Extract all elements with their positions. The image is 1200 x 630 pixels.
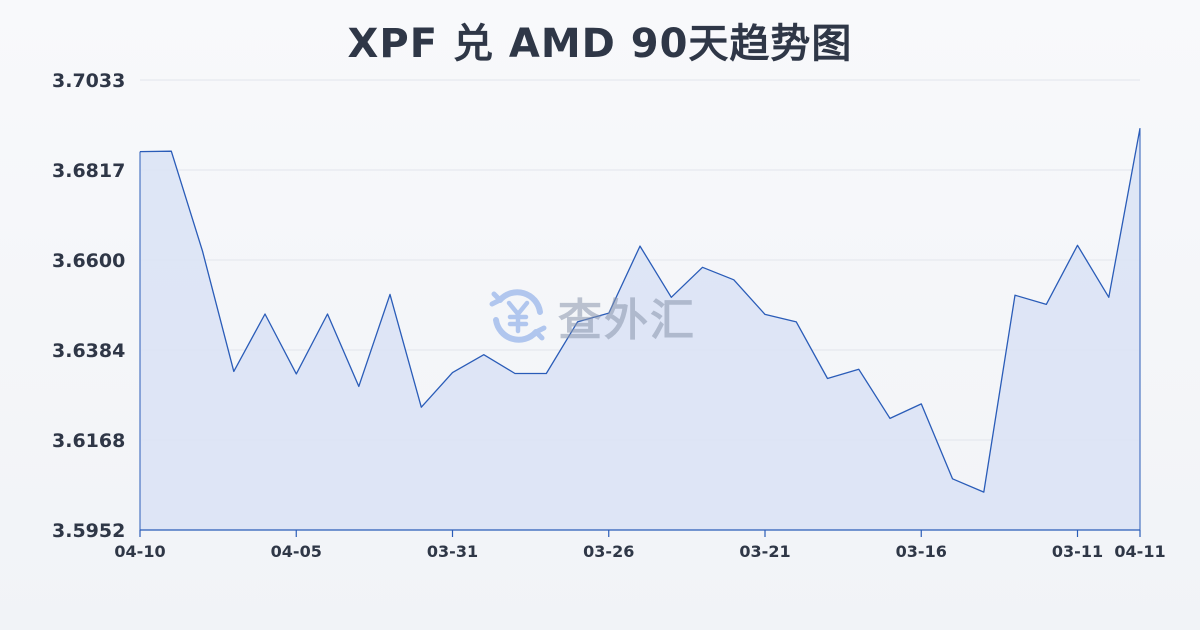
y-tick-label: 3.7033: [52, 70, 125, 92]
y-tick-label: 3.5952: [52, 520, 125, 542]
x-tick-label: 03-21: [739, 542, 790, 561]
x-tick-label: 03-26: [583, 542, 634, 561]
x-tick-label: 04-10: [114, 542, 165, 561]
y-axis-labels: 3.7033 3.6817 3.6600 3.6384 3.6168 3.5952: [52, 70, 125, 542]
y-tick-label: 3.6600: [52, 250, 125, 272]
series-line: [139, 128, 1141, 493]
watermark-text: 查外汇: [558, 295, 696, 346]
chart-title: XPF 兑 AMD 90天趋势图: [347, 21, 853, 67]
y-tick-label: 3.6384: [52, 340, 125, 362]
x-tick-label: 04-11: [1114, 542, 1165, 561]
x-tick-label: 03-11: [1052, 542, 1103, 561]
area-series: [139, 128, 1141, 531]
area-fill: [140, 128, 1140, 531]
y-tick-label: 3.6817: [52, 160, 125, 182]
x-axis: [139, 529, 1141, 537]
y-tick-label: 3.6168: [52, 430, 125, 452]
x-tick-label: 04-05: [271, 542, 322, 561]
watermark: 查外汇: [488, 286, 696, 346]
yen-exchange-icon: [489, 289, 547, 343]
x-axis-labels: 04-10 04-05 03-31 03-26 03-21 03-16 03-11 04-11: [114, 542, 1165, 561]
x-tick-label: 03-16: [896, 542, 947, 561]
x-tick-label: 03-31: [427, 542, 478, 561]
